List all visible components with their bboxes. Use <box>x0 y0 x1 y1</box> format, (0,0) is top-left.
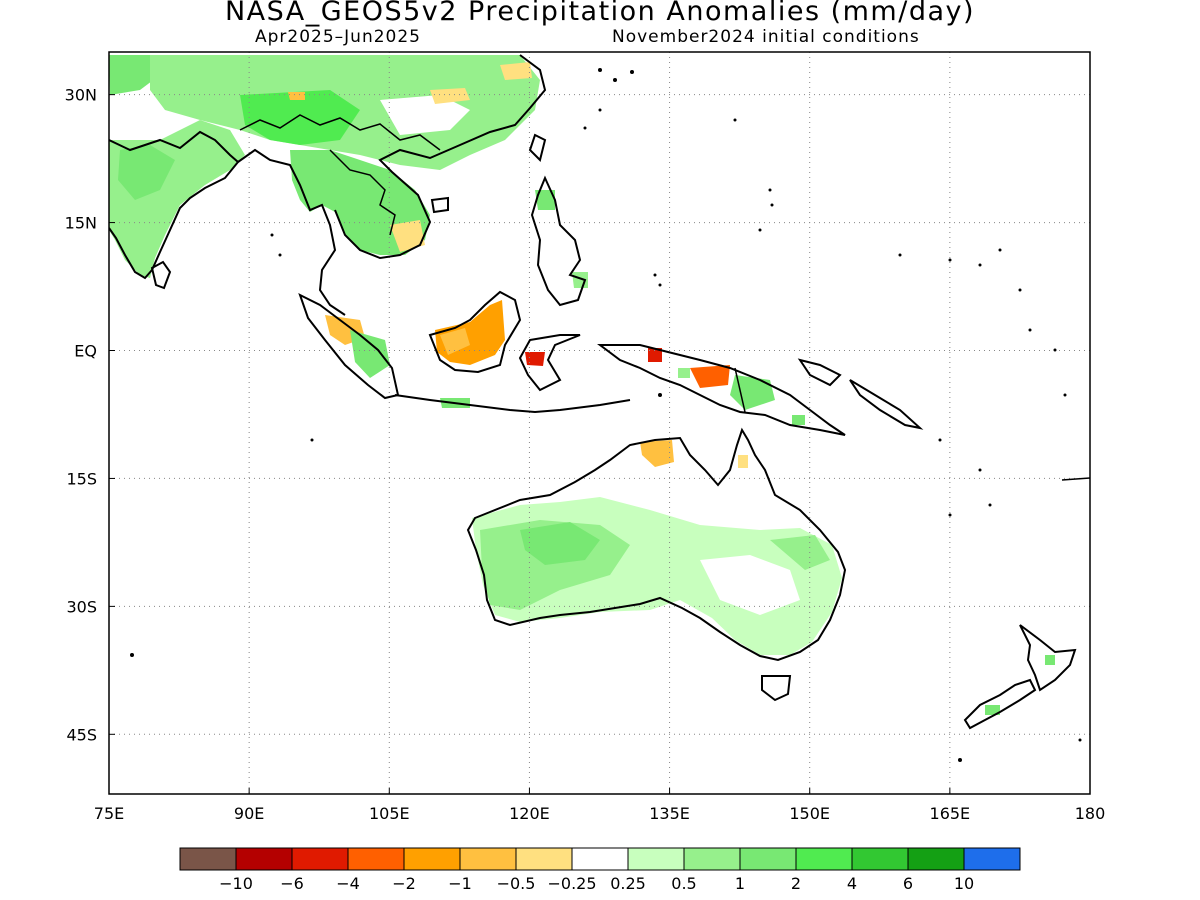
coast-asia <box>237 54 547 316</box>
lon-tick-label: 150E <box>789 804 830 823</box>
colorbar-label: −6 <box>280 874 304 893</box>
islands <box>130 68 1082 762</box>
colorbar-label: 10 <box>954 874 974 893</box>
coast-philippines <box>530 175 587 307</box>
coast-new-britain <box>797 358 842 387</box>
colorbar-label: 0.5 <box>671 874 696 893</box>
axes: 75E 90E 105E 120E 135E 150E 165E 180 30N 15N EQ 15S… <box>65 86 1106 823</box>
colorbar: −10 −6 −4 −2 −1 −0.5 −0.25 0.25 0.5 1 2 4 6 10 <box>179 847 1021 893</box>
colorbar-swatch <box>571 847 629 871</box>
colorbar-label: −1 <box>448 874 472 893</box>
lat-lon-grid <box>109 52 1090 794</box>
anomaly-india <box>109 120 245 278</box>
anomaly-north-australia <box>640 440 674 467</box>
colorbar-swatch <box>627 847 685 871</box>
forecast-period: Apr2025–Jun2025 <box>255 27 421 47</box>
coast-borneo <box>428 290 522 374</box>
coast-sulawesi <box>518 334 581 392</box>
lon-tick-label: 105E <box>369 804 410 823</box>
colorbar-swatch <box>291 847 349 871</box>
lon-tick-label: 180 <box>1075 804 1106 823</box>
coast-fiji <box>1061 477 1090 481</box>
anomaly-borneo <box>435 300 505 365</box>
map-title: NASA_GEOS5v2 Precipitation Anomalies (mm… <box>224 0 976 27</box>
coast-new-guinea <box>597 344 846 436</box>
colorbar-label: −4 <box>336 874 360 893</box>
colorbar-swatch <box>795 847 853 871</box>
lon-tick-label: 75E <box>94 804 124 823</box>
colorbar-label: 4 <box>847 874 857 893</box>
lat-tick-label: 15S <box>66 469 97 488</box>
coast-solomons <box>849 379 924 430</box>
coast-taiwan <box>528 133 547 162</box>
lon-tick-label: 120E <box>509 804 550 823</box>
lon-tick-label: 135E <box>649 804 690 823</box>
colorbar-swatch <box>907 847 965 871</box>
coast-nz-south <box>963 678 1037 730</box>
colorbar-swatch <box>459 847 517 871</box>
coast-hainan <box>430 196 449 214</box>
coastlines <box>109 54 1090 730</box>
lon-tick-label: 90E <box>234 804 264 823</box>
initial-conditions: November2024 initial conditions <box>612 27 920 47</box>
lat-tick-label: EQ <box>74 342 97 361</box>
plot-frame <box>108 51 1091 795</box>
coast-nz-north <box>1019 624 1077 692</box>
colorbar-label: −2 <box>392 874 416 893</box>
colorbar-swatch <box>347 847 405 871</box>
colorbar-label: 2 <box>791 874 801 893</box>
colorbar-label: −0.25 <box>547 874 596 893</box>
colorbar-label: −10 <box>219 874 253 893</box>
lon-tick-label: 165E <box>930 804 971 823</box>
colorbar-label: −0.5 <box>497 874 536 893</box>
colorbar-label: 0.25 <box>610 874 646 893</box>
coast-tasmania <box>761 675 792 702</box>
lat-tick-label: 15N <box>65 214 97 233</box>
colorbar-swatch <box>179 847 237 871</box>
coast-india <box>109 130 240 280</box>
coast-australia <box>466 427 847 662</box>
colorbar-swatch <box>515 847 573 871</box>
lat-tick-label: 45S <box>66 725 97 744</box>
colorbar-label: 6 <box>903 874 913 893</box>
coast-java <box>394 394 631 414</box>
colorbar-swatch <box>739 847 797 871</box>
colorbar-swatch <box>683 847 741 871</box>
colorbar-swatch <box>235 847 293 871</box>
colorbar-swatch <box>851 847 909 871</box>
lat-tick-label: 30S <box>66 597 97 616</box>
lat-tick-label: 30N <box>65 86 97 105</box>
colorbar-swatch <box>403 847 461 871</box>
colorbar-swatch <box>963 847 1021 871</box>
coast-sri-lanka <box>150 260 172 290</box>
colorbar-label: 1 <box>735 874 745 893</box>
